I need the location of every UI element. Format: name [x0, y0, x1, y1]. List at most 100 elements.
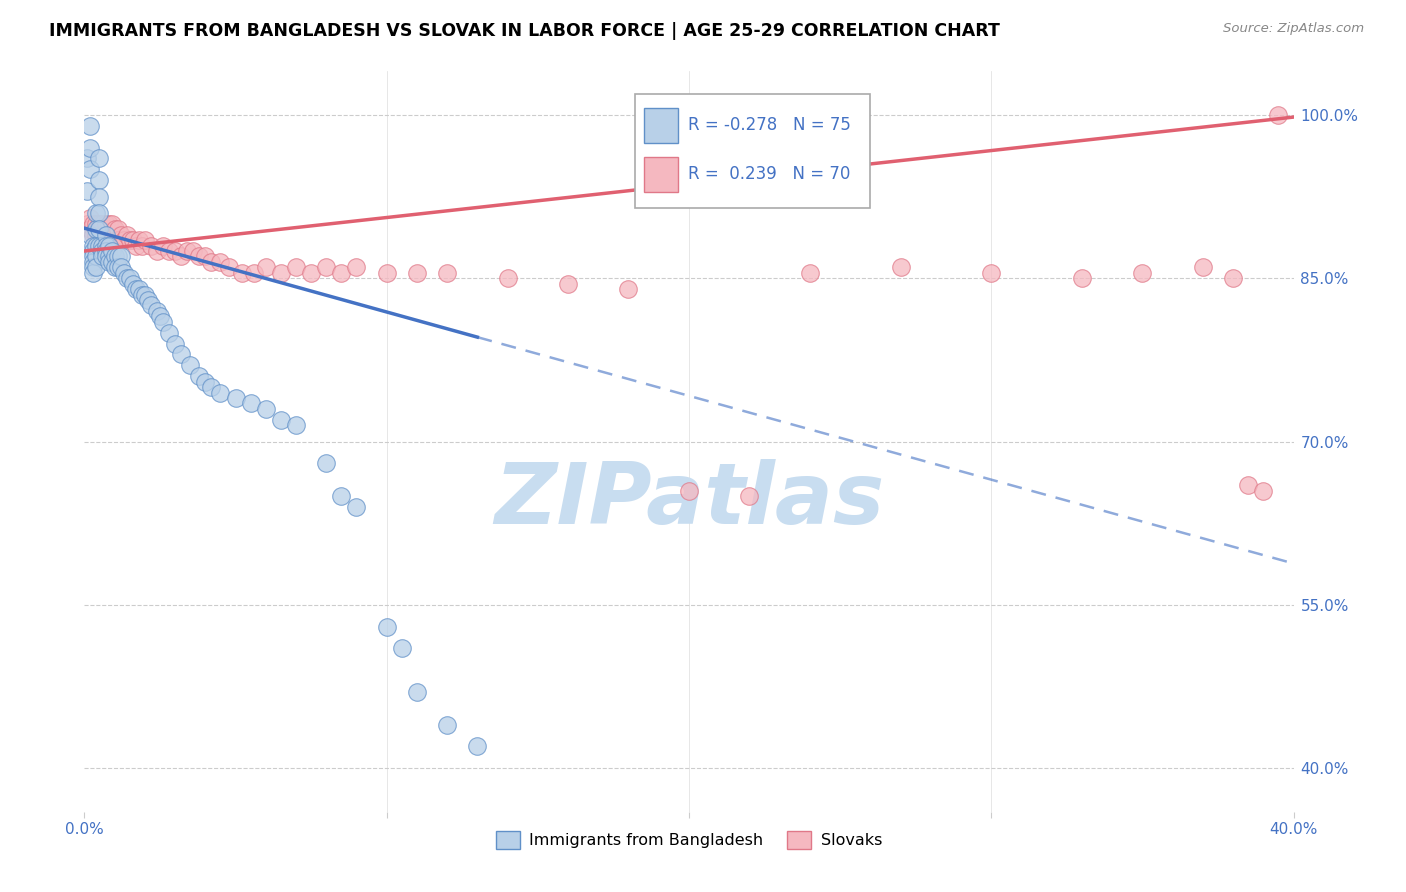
- Point: [375, 266, 398, 280]
- Point: [134, 287, 156, 301]
- Point: [315, 260, 337, 275]
- Point: [254, 260, 277, 275]
- Point: [82, 255, 104, 269]
- Point: [330, 489, 353, 503]
- Point: [94, 227, 117, 242]
- Point: [97, 227, 120, 242]
- Point: [115, 271, 138, 285]
- Point: [128, 282, 150, 296]
- Point: [1237, 478, 1260, 492]
- Point: [738, 489, 761, 503]
- FancyBboxPatch shape: [644, 108, 678, 144]
- Point: [97, 238, 120, 252]
- Point: [188, 249, 211, 264]
- Point: [82, 217, 104, 231]
- Point: [110, 227, 132, 242]
- Point: [980, 266, 1002, 280]
- Point: [200, 255, 222, 269]
- Point: [118, 271, 141, 285]
- Point: [100, 217, 122, 231]
- Point: [170, 347, 193, 361]
- Point: [76, 217, 98, 231]
- Point: [799, 266, 821, 280]
- Point: [239, 396, 262, 410]
- Point: [115, 227, 138, 242]
- FancyBboxPatch shape: [644, 156, 678, 192]
- Point: [617, 282, 640, 296]
- Point: [89, 189, 111, 203]
- Point: [76, 152, 98, 166]
- Point: [100, 233, 122, 247]
- Point: [82, 260, 104, 275]
- Point: [79, 140, 101, 154]
- Point: [104, 233, 127, 247]
- Point: [89, 217, 111, 231]
- Point: [91, 249, 114, 264]
- Point: [170, 249, 193, 264]
- Point: [346, 260, 368, 275]
- Point: [1192, 260, 1215, 275]
- Point: [118, 233, 141, 247]
- Point: [165, 244, 187, 258]
- Point: [112, 266, 135, 280]
- Point: [254, 401, 277, 416]
- Point: [110, 249, 132, 264]
- Point: [128, 233, 150, 247]
- Text: R = -0.278   N = 75: R = -0.278 N = 75: [688, 117, 851, 135]
- Point: [188, 369, 211, 384]
- Point: [194, 249, 217, 264]
- Point: [86, 206, 108, 220]
- Text: Source: ZipAtlas.com: Source: ZipAtlas.com: [1223, 22, 1364, 36]
- Point: [82, 244, 104, 258]
- Text: ZIPatlas: ZIPatlas: [494, 459, 884, 542]
- Point: [104, 222, 127, 236]
- Point: [97, 217, 120, 231]
- Text: IMMIGRANTS FROM BANGLADESH VS SLOVAK IN LABOR FORCE | AGE 25-29 CORRELATION CHAR: IMMIGRANTS FROM BANGLADESH VS SLOVAK IN …: [49, 22, 1000, 40]
- Point: [76, 184, 98, 198]
- Point: [146, 304, 169, 318]
- Point: [375, 619, 398, 633]
- Point: [89, 173, 111, 187]
- Point: [86, 249, 108, 264]
- Point: [181, 244, 204, 258]
- Point: [285, 418, 308, 433]
- Point: [157, 244, 180, 258]
- Point: [79, 211, 101, 226]
- Point: [270, 266, 292, 280]
- Point: [890, 260, 912, 275]
- Point: [89, 238, 111, 252]
- Point: [79, 119, 101, 133]
- Point: [149, 310, 172, 324]
- Point: [107, 233, 129, 247]
- Point: [200, 380, 222, 394]
- Point: [82, 266, 104, 280]
- Point: [218, 260, 240, 275]
- Point: [1267, 108, 1289, 122]
- Point: [1222, 271, 1244, 285]
- Point: [121, 233, 143, 247]
- Point: [94, 227, 117, 242]
- Point: [79, 222, 101, 236]
- Point: [131, 238, 153, 252]
- Point: [82, 227, 104, 242]
- Point: [125, 282, 148, 296]
- Legend: Immigrants from Bangladesh, Slovaks: Immigrants from Bangladesh, Slovaks: [489, 824, 889, 855]
- Point: [94, 244, 117, 258]
- Point: [315, 456, 337, 470]
- Point: [242, 266, 264, 280]
- Point: [100, 255, 122, 269]
- Text: R =  0.239   N = 70: R = 0.239 N = 70: [688, 165, 851, 183]
- Point: [100, 244, 122, 258]
- Point: [91, 227, 114, 242]
- Point: [89, 152, 111, 166]
- Point: [496, 271, 519, 285]
- Point: [107, 249, 129, 264]
- Point: [152, 315, 174, 329]
- Point: [121, 277, 143, 291]
- Point: [89, 206, 111, 220]
- Point: [94, 217, 117, 231]
- Point: [330, 266, 353, 280]
- Point: [225, 391, 247, 405]
- Point: [136, 293, 159, 307]
- Point: [97, 249, 120, 264]
